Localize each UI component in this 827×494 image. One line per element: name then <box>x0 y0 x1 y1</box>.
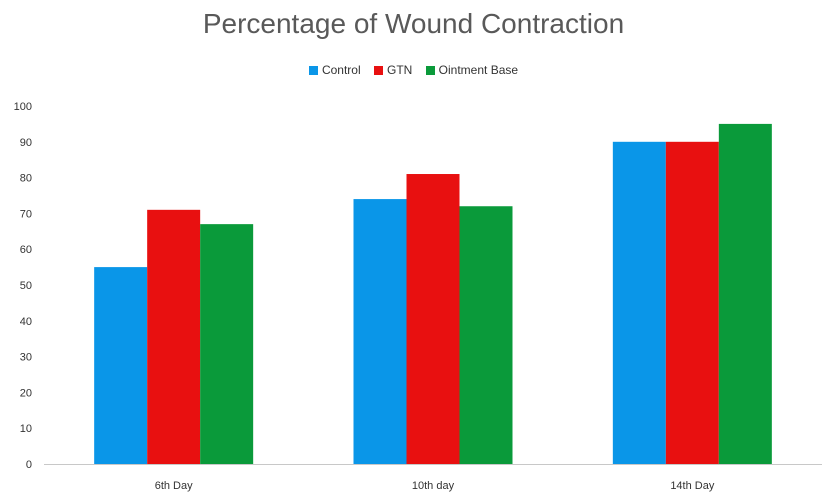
legend-swatch-control <box>308 66 318 75</box>
y-tick-label: 0 <box>26 459 32 471</box>
y-tick-label: 20 <box>20 387 32 399</box>
legend: Control GTN Ointment Base <box>0 63 827 77</box>
x-tick-label: 14th Day <box>670 480 715 492</box>
legend-item-control: Control <box>308 63 361 77</box>
legend-label-gtn: GTN <box>386 63 413 77</box>
y-tick-label: 60 <box>20 244 32 256</box>
bar-control <box>94 267 148 464</box>
y-tick-label: 80 <box>20 173 32 185</box>
bar-ointment-base <box>200 224 254 464</box>
bar-gtn <box>147 209 201 464</box>
bar-gtn <box>406 174 460 464</box>
legend-item-ointment-base: Ointment Base <box>425 63 519 77</box>
bar-ointment-base <box>459 206 513 465</box>
bar-gtn <box>665 141 719 465</box>
y-tick-label: 50 <box>20 280 32 292</box>
x-tick-label: 6th Day <box>155 480 193 492</box>
legend-item-gtn: GTN <box>373 63 413 77</box>
x-tick-label: 10th day <box>412 480 455 492</box>
legend-label-ointment-base: Ointment Base <box>438 63 519 77</box>
legend-swatch-ointment-base <box>425 66 435 75</box>
bar-ointment-base <box>718 123 772 465</box>
y-tick-label: 70 <box>20 208 32 220</box>
legend-swatch-gtn <box>373 66 383 75</box>
y-tick-label: 90 <box>20 137 32 149</box>
legend-label-control: Control <box>321 63 361 77</box>
bar-control <box>353 199 407 464</box>
y-tick-label: 40 <box>20 316 32 328</box>
y-tick-label: 30 <box>20 352 32 364</box>
bar-control <box>612 141 666 465</box>
y-tick-label: 100 <box>14 101 32 113</box>
chart-title: Percentage of Wound Contraction <box>202 8 625 39</box>
y-tick-label: 10 <box>20 423 32 435</box>
